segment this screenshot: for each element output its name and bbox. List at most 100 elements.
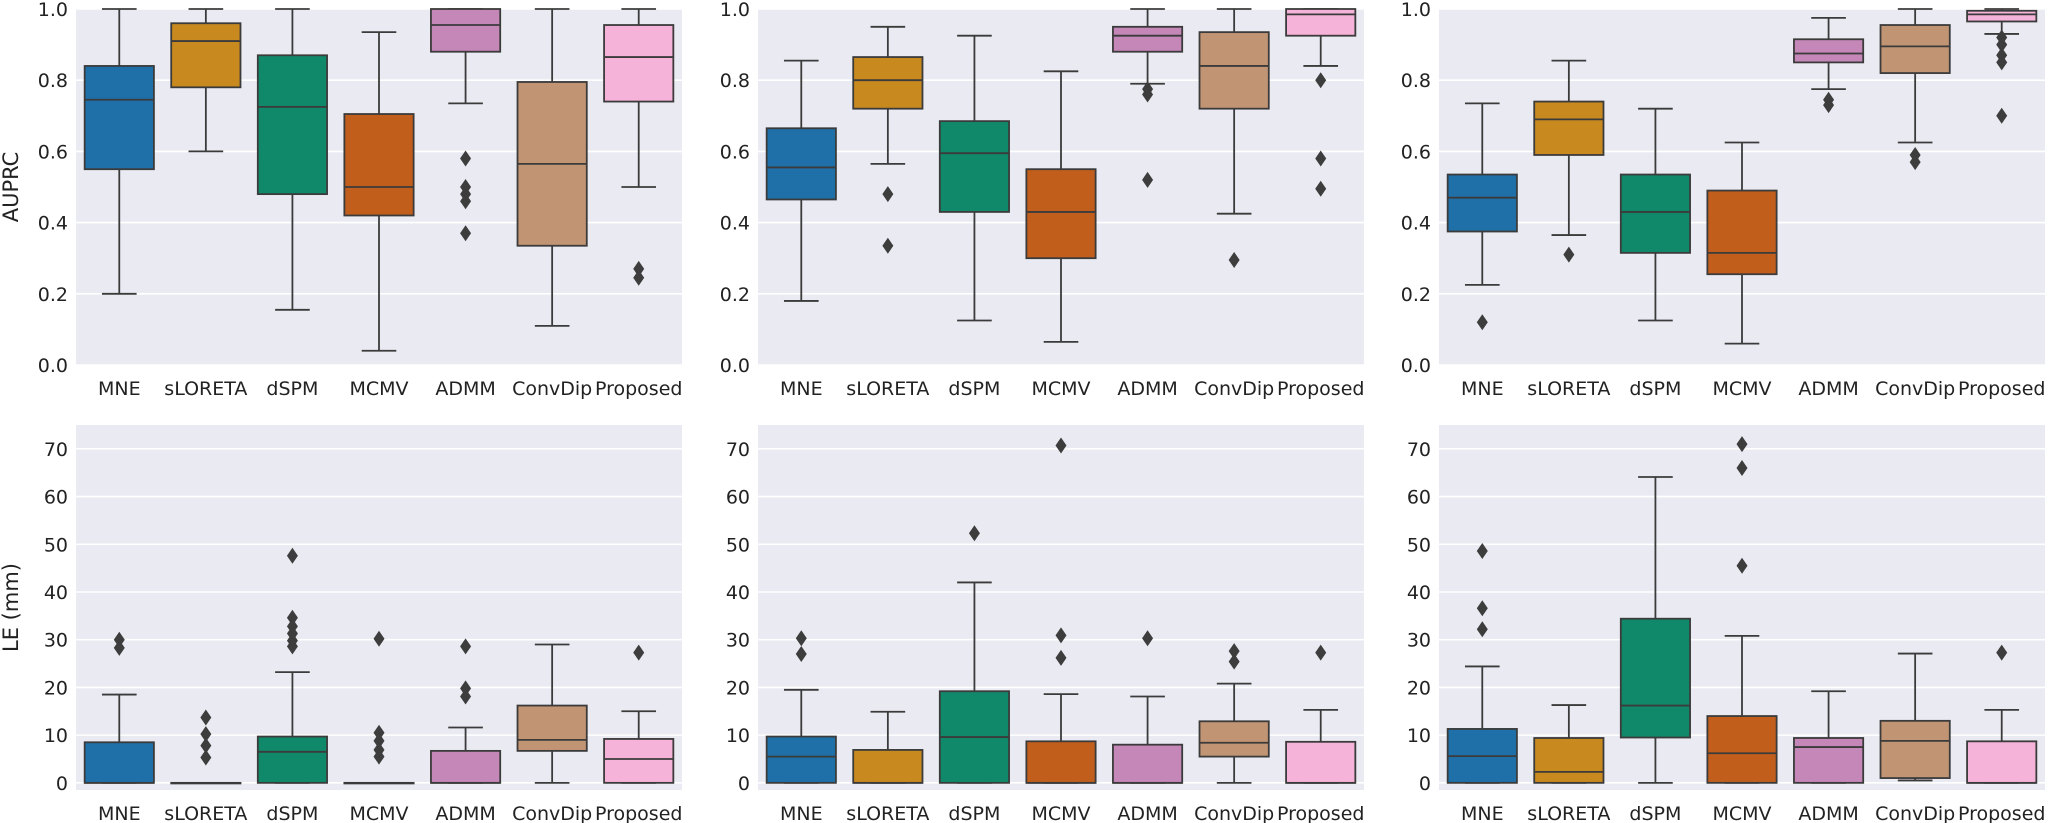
panel-auprc-1: 0.0 0.2 0.4 0.6 0.8 1.0 AUPRC MNE sLORETA dSPM MCM… [0,0,682,400]
x-tick-label: dSPM [266,803,318,823]
x-tick-label: Proposed [1958,378,2045,400]
y-tick-label: 0.6 [720,141,750,163]
outlier-point [633,269,645,286]
panel-le-2: 0 10 20 30 40 50 60 70 MNE sLORETA dSPM MCMV ADMM Con… [726,425,1364,823]
box-mcmv [343,113,415,217]
y-tick-label: 0.4 [1401,213,1431,235]
box-mne [83,741,155,784]
box-dspm [256,735,328,784]
outlier-point [1476,314,1488,331]
y-tick-label: 20 [1407,677,1431,699]
box-mcmv [1025,168,1097,260]
x-tick-label: MNE [780,803,823,823]
outlier-point [373,724,385,741]
panel-le-1: 0 10 20 30 40 50 60 70 LE (mm) MNE sLORETA dSPM MCMV… [0,425,682,823]
outlier-point [1142,86,1154,103]
outlier-point [286,609,298,626]
outlier-point [1315,72,1327,89]
y-tick-label: 0.0 [38,355,68,377]
y-tick-label: 1.0 [720,0,750,21]
outlier-point [1476,542,1488,559]
outlier-point [373,748,385,765]
outlier-point [373,630,385,647]
box-proposed [1285,8,1357,37]
y-tick-label: 1.0 [38,0,68,21]
outlier-point [200,737,212,754]
x-tick-label: MCMV [1031,378,1090,400]
y-tick-label: 0.2 [720,284,750,306]
y-tick-label: 0.6 [1401,141,1431,163]
y-tick-label: 0.4 [38,213,68,235]
outlier-point [1736,436,1748,453]
x-tick-label: dSPM [948,378,1000,400]
outlier-point [113,639,125,656]
y-tick-label: 0.2 [1401,284,1431,306]
y-tick-label: 0.4 [720,213,750,235]
box-dspm [256,54,328,196]
x-tick-label: MCMV [349,378,408,400]
x-tick-label: ADMM [1798,803,1858,823]
outlier-point [286,638,298,655]
x-tick-label: ADMM [435,378,495,400]
box-dspm [1619,617,1691,739]
outlier-point [1315,180,1327,197]
outlier-point [460,680,472,697]
x-tick-label: Proposed [1958,803,2045,823]
outlier-point [460,150,472,167]
outlier-point [882,186,894,203]
y-tick-label: 0.8 [38,70,68,92]
outlier-point [1823,97,1835,114]
outlier-point [200,726,212,743]
outlier-point [1228,643,1240,660]
box-mne [1446,173,1518,233]
x-tick-label: ADMM [1798,378,1858,400]
box-convdip [1879,24,1951,74]
y-tick-label: 30 [44,630,68,652]
x-tick-label: dSPM [1629,378,1681,400]
outlier-point [1315,150,1327,167]
x-tick-label: ConvDip [1875,378,1955,400]
box-mne [765,735,837,784]
x-tick-label: ConvDip [512,803,592,823]
outlier-point [633,260,645,277]
y-tick-label: 70 [44,439,68,461]
box-proposed [1966,9,2038,23]
outlier-point [286,547,298,564]
outlier-point [1736,557,1748,574]
outlier-point [1996,644,2008,661]
outlier-point [1228,251,1240,268]
outlier-point [1996,36,2008,53]
outlier-point [1055,649,1067,666]
box-dspm [938,120,1010,213]
x-tick-label: sLORETA [164,378,247,400]
y-tick-label: 60 [1407,487,1431,509]
y-tick-label: 0 [738,773,750,795]
box-mne [765,127,837,201]
y-tick-label: 0.0 [720,355,750,377]
box-admm [430,8,502,53]
outlier-point [795,646,807,663]
y-tick-label: 30 [726,630,750,652]
y-tick-label: 60 [44,487,68,509]
outlier-point [1736,459,1748,476]
box-proposed [1966,740,2038,784]
y-tick-label: 70 [726,439,750,461]
x-tick-label: MNE [1461,803,1504,823]
box-admm [1112,743,1184,784]
x-tick-label: ConvDip [1875,803,1955,823]
box-sloreta [170,22,242,89]
box-sloreta [852,56,924,110]
y-tick-label: 20 [44,677,68,699]
y-tick-label: 50 [726,534,750,556]
panel-auprc-2: 0.0 0.2 0.4 0.6 0.8 1.0 MNE sLORETA dSPM MCMV ADMM… [720,0,1365,400]
outlier-point [795,630,807,647]
box-proposed [1285,740,1357,784]
y-tick-label: 0.6 [38,141,68,163]
outlier-point [460,225,472,242]
box-sloreta [1533,100,1605,156]
outlier-point [1142,630,1154,647]
outlier-point [1315,644,1327,661]
box-sloreta [852,749,924,784]
x-tick-label: Proposed [1277,378,1364,400]
